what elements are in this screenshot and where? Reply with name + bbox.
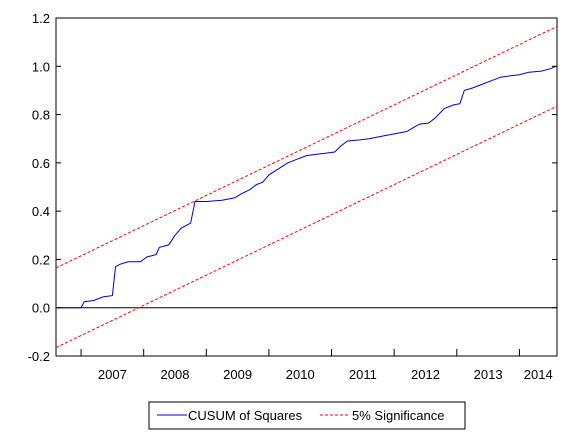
legend-label-significance: 5% Significance (352, 408, 445, 423)
x-axis: 2007 2008 2009 2010 2011 2012 2013 2014 (80, 349, 553, 382)
y-tick-label: -0.2 (28, 349, 50, 364)
legend-label-cusum: CUSUM of Squares (188, 408, 303, 423)
x-tick-label: 2009 (223, 367, 252, 382)
plot-frame (55, 17, 558, 357)
y-tick-label: 0.2 (32, 252, 50, 267)
series-line-0 (57, 65, 556, 309)
legend: CUSUM of Squares 5% Significance (148, 401, 466, 430)
series-line-2 (55, 105, 558, 349)
y-axis: -0.2 0.0 0.2 0.4 0.6 0.8 1.0 1.2 (28, 11, 557, 364)
y-tick-label: 0.4 (32, 204, 50, 219)
y-tick-label: 1.0 (32, 59, 50, 74)
x-tick-label: 2012 (411, 367, 440, 382)
x-tick-label: 2010 (286, 367, 315, 382)
y-tick-label: 0.6 (32, 156, 50, 171)
x-tick-label: 2014 (524, 367, 553, 382)
series-line-1 (55, 25, 558, 269)
legend-box (148, 401, 466, 430)
series-layer (55, 25, 558, 349)
x-tick-label: 2011 (349, 367, 377, 382)
y-tick-label: 1.2 (32, 11, 50, 26)
x-tick-label: 2008 (161, 367, 190, 382)
y-tick-label: 0.0 (32, 301, 50, 316)
y-tick-label: 0.8 (32, 108, 50, 123)
x-tick-label: 2007 (98, 367, 127, 382)
x-tick-label: 2013 (474, 367, 503, 382)
